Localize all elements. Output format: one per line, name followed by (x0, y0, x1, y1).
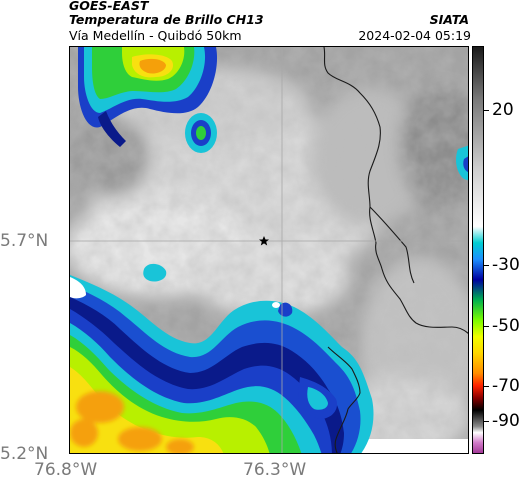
colorbar-label-m70: -70 (492, 376, 520, 396)
country-borders (323, 47, 468, 453)
map-canvas (70, 47, 468, 453)
lon-label-76-3: 76.3°W (243, 460, 307, 480)
small-cell-west (143, 263, 167, 282)
colorbar-tick (484, 386, 489, 387)
colorbar-label-m50: -50 (492, 316, 520, 336)
colorbar-gradient (473, 47, 483, 453)
colorbar-label-m30: -30 (492, 255, 520, 275)
colorbar-label-20: 20 (492, 100, 514, 120)
convective-band-south (70, 275, 374, 453)
colorbar-tick (484, 421, 489, 422)
colorbar-label-m90: -90 (492, 411, 520, 431)
lon-label-76-8: 76.8°W (34, 460, 98, 480)
map-title: Temperatura de Brillo CH13 (69, 12, 264, 27)
colorbar (472, 46, 484, 454)
timestamp: 2024-02-04 05:19 (358, 28, 471, 43)
star-icon (259, 236, 269, 246)
lat-label-5-2: 5.2°N (0, 444, 49, 464)
map-subtitle: Vía Medellín - Quibdó 50km (69, 28, 242, 43)
gridlines (70, 47, 468, 453)
small-cell-north (185, 113, 217, 153)
colorbar-tick (484, 265, 489, 266)
small-cell-east (456, 145, 468, 181)
satellite-map[interactable] (69, 46, 469, 454)
convective-cell-northwest (78, 47, 218, 147)
colorbar-tick (484, 326, 489, 327)
satellite-name: GOES-EAST (69, 0, 149, 13)
organization-label: SIATA (429, 12, 469, 27)
lat-label-5-7: 5.7°N (0, 231, 49, 251)
colorbar-tick (484, 110, 489, 111)
